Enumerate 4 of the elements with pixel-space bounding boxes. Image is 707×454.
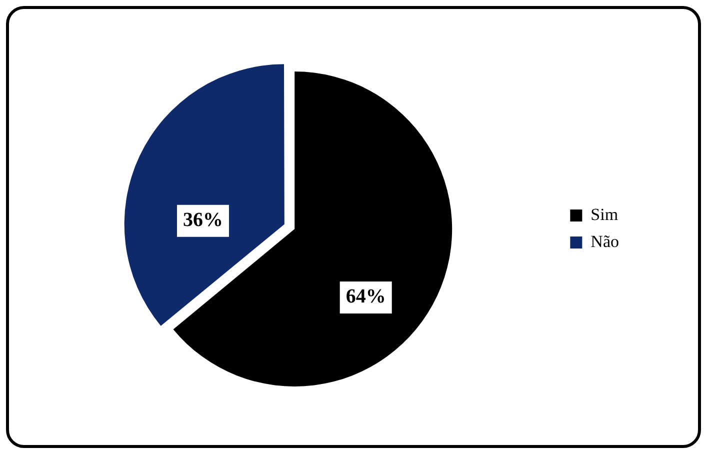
data-label: 64%	[346, 286, 386, 308]
legend-label: Não	[590, 232, 620, 251]
legend-label: Sim	[590, 204, 618, 224]
data-label: 36%	[182, 209, 223, 232]
